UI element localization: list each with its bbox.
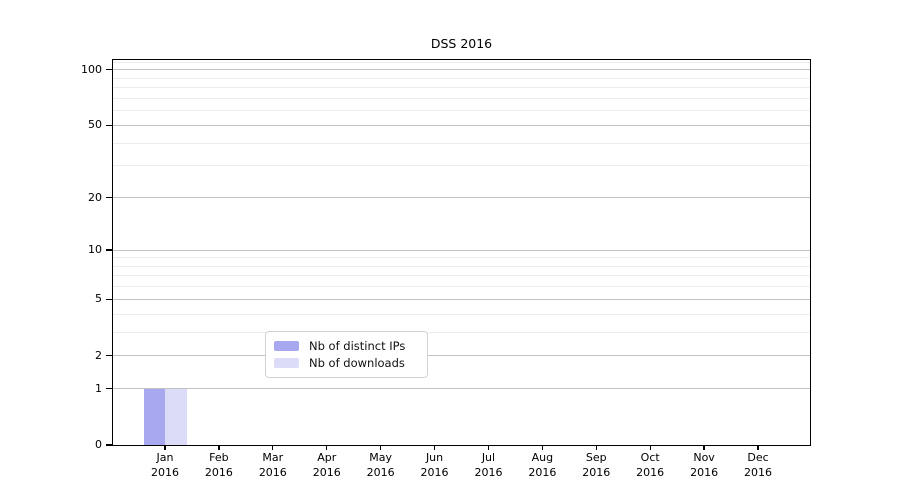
y-tick-mark (105, 69, 113, 71)
bar-jan-series1 (165, 388, 187, 445)
x-tick-label: Jan 2016 (133, 450, 197, 480)
x-tick-month: Jun (425, 451, 444, 464)
x-tick-year: 2016 (312, 466, 341, 479)
legend-swatch-downloads-icon (274, 358, 299, 369)
legend-item-downloads: Nb of downloads (274, 356, 419, 370)
gridline-minor (113, 257, 810, 259)
y-tick-label: 0 (95, 438, 102, 451)
gridline-minor (113, 265, 810, 267)
gridline-minor (113, 331, 810, 333)
x-tick-label: Apr 2016 (295, 450, 359, 480)
y-tick-label: 50 (88, 118, 102, 132)
x-tick-label: Aug 2016 (510, 450, 574, 480)
x-tick-mark (649, 445, 651, 450)
gridline-minor (113, 77, 810, 79)
y-tick-mark (105, 388, 113, 390)
x-tick-month: Jul (481, 451, 496, 464)
plot-area (113, 60, 810, 445)
gridline-major (113, 197, 810, 198)
x-tick-year: 2016 (151, 466, 179, 479)
y-tick-label: 10 (88, 243, 102, 257)
x-tick-mark (379, 445, 382, 450)
legend-label-downloads: Nb of downloads (309, 356, 405, 371)
x-tick-mark (326, 445, 328, 450)
y-tick-mark (105, 124, 113, 127)
x-tick-month: Mar (262, 451, 284, 464)
y-tick-label: 2 (95, 348, 102, 362)
x-tick-label: Feb 2016 (187, 450, 251, 480)
x-tick-mark (272, 445, 274, 450)
x-tick-mark (757, 445, 759, 450)
x-tick-year: 2016 (744, 466, 772, 479)
legend-swatch-distinct-ips-icon (274, 340, 299, 351)
x-tick-mark (164, 445, 166, 450)
gridline-minor (113, 286, 810, 288)
x-tick-month: Sep (585, 451, 607, 464)
gridline-minor (113, 313, 810, 315)
x-tick-year: 2016 (204, 466, 233, 479)
x-tick-year: 2016 (636, 466, 665, 479)
x-tick-mark (218, 445, 220, 450)
y-tick-label: 100 (81, 62, 102, 76)
x-tick-month: Apr (317, 451, 337, 464)
legend-label-distinct-ips: Nb of distinct IPs (309, 338, 406, 353)
legend-item-distinct-ips: Nb of distinct IPs (274, 339, 419, 353)
x-tick-month: Aug (531, 451, 554, 464)
legend: Nb of distinct IPs Nb of downloads (265, 331, 428, 378)
x-tick-mark (595, 445, 597, 450)
x-tick-mark (541, 445, 543, 450)
x-tick-label: May 2016 (349, 450, 413, 480)
bar-jan-series0 (143, 388, 165, 445)
gridline-major (113, 124, 810, 126)
gridline-major (113, 298, 810, 300)
x-tick-label: Jun 2016 (403, 450, 467, 480)
x-tick-mark (703, 445, 705, 450)
x-tick-year: 2016 (582, 466, 611, 479)
y-tick-mark (105, 355, 113, 357)
x-tick-label: Mar 2016 (241, 450, 305, 480)
gridline-minor (113, 165, 810, 167)
x-tick-label: Oct 2016 (618, 450, 682, 480)
x-tick-year: 2016 (690, 466, 719, 479)
x-tick-month: Dec (747, 451, 769, 464)
gridline-minor (113, 110, 810, 112)
y-tick-mark (105, 298, 113, 300)
x-tick-year: 2016 (528, 466, 557, 479)
y-tick-mark (105, 444, 113, 446)
x-tick-mark (487, 445, 490, 450)
x-tick-mark (433, 445, 436, 450)
x-tick-year: 2016 (474, 466, 503, 479)
gridline-minor (113, 61, 810, 63)
x-tick-year: 2016 (366, 466, 395, 479)
x-tick-month: Jan (156, 451, 174, 464)
x-tick-label: Nov 2016 (672, 450, 736, 480)
gridline-major (113, 69, 810, 71)
gridline-major (113, 249, 810, 251)
x-tick-year: 2016 (420, 466, 449, 479)
y-tick-mark (105, 249, 113, 251)
y-tick-mark (105, 196, 113, 199)
y-tick-label: 20 (88, 190, 102, 204)
x-tick-month: Oct (640, 451, 660, 464)
gridline-major (113, 388, 810, 390)
chart-title: DSS 2016 (430, 36, 493, 51)
x-tick-year: 2016 (258, 466, 287, 479)
x-tick-month: May (369, 451, 392, 464)
x-tick-label: Sep 2016 (564, 450, 628, 480)
y-tick-label: 5 (95, 292, 102, 306)
x-tick-month: Feb (209, 451, 229, 464)
gridline-minor (113, 97, 810, 99)
x-tick-label: Dec 2016 (726, 450, 790, 480)
gridline-minor (113, 275, 810, 277)
x-tick-month: Nov (693, 451, 715, 464)
x-tick-label: Jul 2016 (456, 450, 520, 480)
y-tick-label: 1 (95, 381, 102, 395)
gridline-minor (113, 142, 810, 144)
gridline-minor (113, 87, 810, 89)
gridline-major (113, 355, 810, 357)
